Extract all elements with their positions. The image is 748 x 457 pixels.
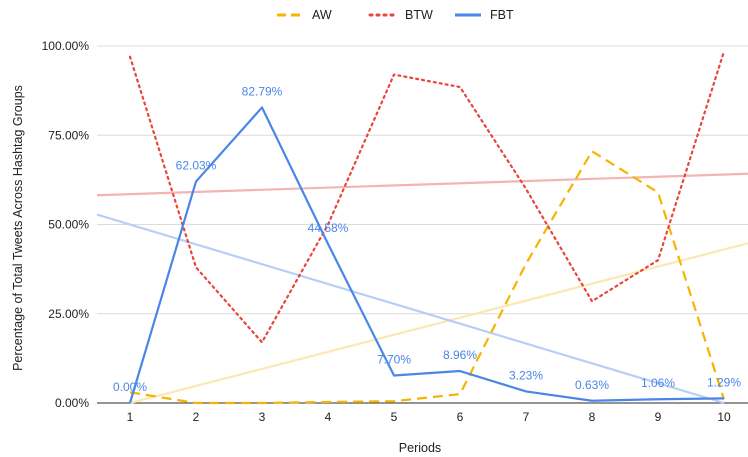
y-tick-label: 25.00%	[48, 307, 89, 321]
y-tick-label: 100.00%	[42, 39, 90, 53]
x-tick-label: 1	[127, 410, 134, 424]
legend-item-btw[interactable]: BTW	[368, 8, 433, 22]
legend-label: BTW	[405, 8, 433, 22]
y-tick-label: 75.00%	[48, 128, 89, 142]
data-label: 3.23%	[509, 368, 543, 382]
x-tick-label: 5	[391, 410, 398, 424]
legend-label: FBT	[490, 8, 514, 22]
data-labels: 0.00% 62.03% 82.79% 44.58% 7.70% 8.96% 3.23% 0.…	[113, 84, 741, 394]
gridlines	[97, 45, 748, 404]
x-tick-label: 8	[589, 410, 596, 424]
y-axis-title: Percentage of Total Tweets Across Hashta…	[11, 85, 25, 371]
x-tick-label: 10	[717, 410, 731, 424]
legend-item-fbt[interactable]: FBT	[455, 8, 514, 22]
y-axis-ticks: 0.00% 25.00% 50.00% 75.00% 100.00%	[42, 39, 90, 410]
data-label: 7.70%	[377, 353, 411, 367]
series-line-fbt	[128, 106, 725, 404]
y-tick-label: 0.00%	[55, 396, 89, 410]
data-label: 44.58%	[308, 221, 349, 235]
data-label: 82.79%	[242, 84, 283, 98]
data-label: 1.06%	[641, 376, 675, 390]
x-tick-label: 4	[325, 410, 332, 424]
x-tick-label: 9	[655, 410, 662, 424]
data-label: 0.00%	[113, 380, 147, 394]
y-tick-label: 50.00%	[48, 218, 89, 232]
trendline-aw	[129, 242, 748, 405]
series-line-aw	[129, 150, 726, 405]
x-tick-label: 7	[523, 410, 530, 424]
series-lines	[128, 50, 726, 405]
data-label: 8.96%	[443, 348, 477, 362]
data-label: 0.63%	[575, 378, 609, 392]
legend: AW BTW FBT	[277, 8, 514, 22]
legend-label: AW	[312, 8, 332, 22]
data-label: 62.03%	[176, 159, 217, 173]
data-label: 1.29%	[707, 375, 741, 389]
x-tick-label: 6	[457, 410, 464, 424]
x-axis-ticks: 1 2 3 4 5 6 7 8 9 10	[127, 410, 731, 424]
x-tick-label: 2	[193, 410, 200, 424]
trendline-fbt	[96, 213, 725, 405]
series-line-btw	[128, 50, 726, 344]
trendlines	[96, 172, 748, 405]
x-axis-title: Periods	[399, 441, 441, 455]
trendline-btw	[96, 172, 748, 197]
x-tick-label: 3	[259, 410, 266, 424]
legend-item-aw[interactable]: AW	[277, 8, 332, 22]
